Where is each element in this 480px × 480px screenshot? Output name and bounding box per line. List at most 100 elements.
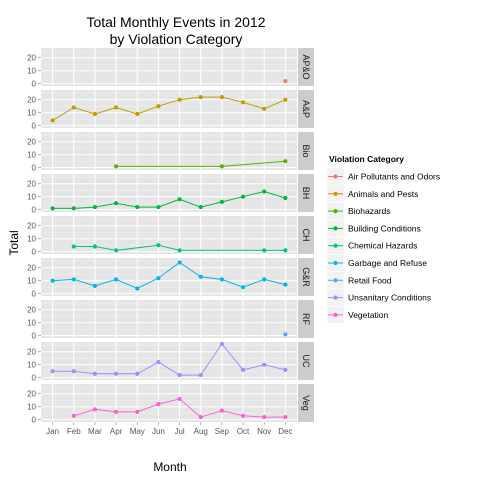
series-line-unsanitary-conditions xyxy=(52,343,286,376)
panel-background xyxy=(41,342,297,380)
y-tick-label: 10 xyxy=(27,235,36,244)
chart-title-line1: Total Monthly Events in 2012 xyxy=(87,14,266,30)
x-tick-label: Jul xyxy=(174,427,184,436)
data-point xyxy=(135,111,140,117)
legend-key-point xyxy=(333,209,338,214)
facet-chemical-hazards: 0 10 20 CH xyxy=(27,216,314,257)
legend-label: Biohazards xyxy=(348,206,391,216)
x-tick-label: Aug xyxy=(194,427,208,436)
legend-key-point xyxy=(333,191,338,196)
y-tick-label: 0 xyxy=(32,164,37,173)
y-tick-label: 10 xyxy=(27,319,36,328)
data-point xyxy=(283,97,288,102)
x-tick-label: Oct xyxy=(237,427,250,436)
data-point xyxy=(177,372,182,378)
data-point xyxy=(135,286,140,291)
y-tick-label: 0 xyxy=(32,416,37,425)
data-point xyxy=(135,204,140,210)
panel-background xyxy=(41,48,297,86)
facet-animals-and-pests: 0 10 20 A&P xyxy=(27,90,314,131)
facet-garbage-and-refuse: 0 10 20 G&R xyxy=(27,258,314,299)
y-tick-label: 10 xyxy=(27,67,36,76)
data-point xyxy=(198,372,203,378)
data-point xyxy=(198,414,203,420)
data-point xyxy=(92,111,98,117)
data-point xyxy=(71,244,76,249)
legend-key-point xyxy=(333,260,338,266)
panel-background xyxy=(41,384,297,422)
data-point xyxy=(114,277,119,282)
legend-label: Animals and Pests xyxy=(348,189,418,199)
data-point xyxy=(114,371,119,376)
data-point xyxy=(135,371,140,376)
data-point xyxy=(219,341,224,347)
y-axis-title: Total xyxy=(7,230,21,255)
facet-strip-label: G&R xyxy=(301,267,311,287)
legend-label: Retail Food xyxy=(348,275,392,285)
x-axis-title: Month xyxy=(153,460,186,474)
y-tick-label: 0 xyxy=(32,248,37,257)
legend-item-air-pollutants-and-odors: Air Pollutants and Odors xyxy=(326,167,440,186)
data-point xyxy=(71,413,76,418)
data-point xyxy=(283,195,288,201)
legend-item-biohazards: Biohazards xyxy=(326,202,391,220)
data-point xyxy=(156,204,161,210)
facet-air-pollutants-and-odors: 0 10 20 AP&O xyxy=(27,48,314,89)
y-tick-label: 0 xyxy=(32,332,37,341)
panel-background xyxy=(41,258,297,296)
y-tick-label: 20 xyxy=(27,390,36,399)
y-tick-label: 0 xyxy=(32,290,37,299)
data-point xyxy=(283,159,288,164)
legend-label: Chemical Hazards xyxy=(348,241,417,251)
legend-item-retail-food: Retail Food xyxy=(326,271,392,290)
facet-strip xyxy=(298,384,314,422)
facet-strip-label: RF xyxy=(301,313,311,325)
data-point xyxy=(92,204,98,210)
legend-label: Garbage and Refuse xyxy=(348,258,427,268)
data-point xyxy=(240,285,246,290)
y-tick-label: 20 xyxy=(27,222,36,231)
legend-label: Unsanitary Conditions xyxy=(348,293,431,303)
data-point xyxy=(240,194,246,199)
data-point xyxy=(198,95,203,100)
x-tick-label: Jan xyxy=(46,427,59,436)
data-point xyxy=(198,274,203,279)
data-point xyxy=(283,332,288,337)
data-point xyxy=(219,164,224,169)
x-tick-label: Mar xyxy=(88,427,102,436)
panel-background xyxy=(41,90,297,128)
y-tick-label: 0 xyxy=(32,122,37,131)
data-point xyxy=(262,362,267,367)
facet-strip xyxy=(298,258,314,296)
x-tick-label: Feb xyxy=(67,427,81,436)
chart-title-line2: by Violation Category xyxy=(110,31,243,47)
y-tick-label: 20 xyxy=(27,138,36,147)
data-point xyxy=(219,277,224,282)
data-point xyxy=(156,243,161,248)
series-line-animals-and-pests xyxy=(52,96,286,121)
data-point xyxy=(156,276,161,281)
facet-strip-label: UC xyxy=(301,355,311,368)
legend-label: Air Pollutants and Odors xyxy=(348,172,440,182)
legend-label: Building Conditions xyxy=(348,223,421,233)
facet-strip xyxy=(298,90,314,128)
legend-item-building-conditions: Building Conditions xyxy=(326,219,421,238)
data-point xyxy=(135,409,140,414)
y-tick-label: 10 xyxy=(27,151,36,160)
facet-strip-label: Veg xyxy=(301,395,311,411)
data-point xyxy=(114,164,119,169)
legend-key-point xyxy=(333,278,338,283)
series-line-garbage-and-refuse xyxy=(52,261,286,290)
y-tick-label: 10 xyxy=(27,277,36,286)
data-point xyxy=(219,408,224,413)
y-tick-label: 20 xyxy=(27,306,36,315)
x-tick-label: Dec xyxy=(278,427,292,436)
y-tick-label: 20 xyxy=(27,54,36,63)
facet-biohazards: 0 10 20 Bio xyxy=(27,132,314,173)
data-point xyxy=(177,248,182,253)
data-point xyxy=(71,206,76,211)
data-point xyxy=(71,105,76,110)
data-point xyxy=(262,414,267,420)
